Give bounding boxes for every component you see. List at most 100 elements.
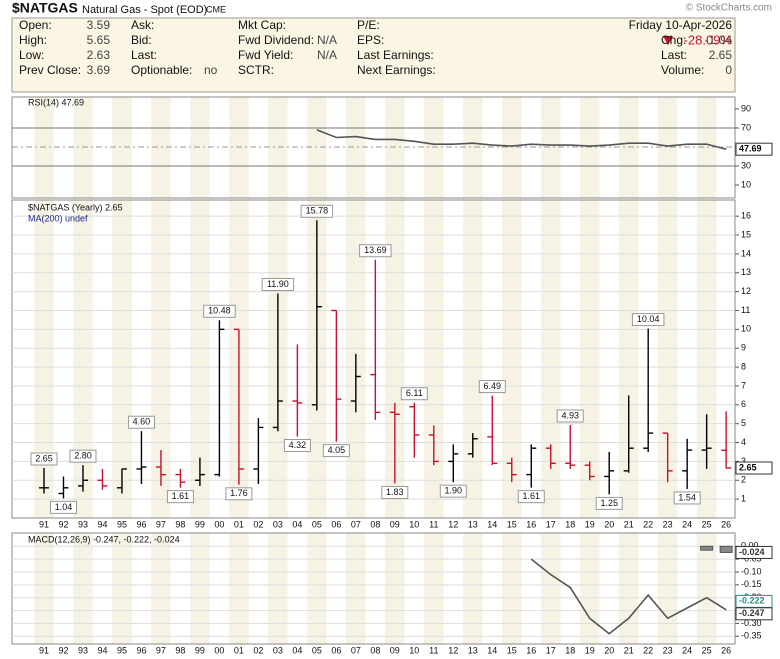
y-tick-label: 6	[741, 399, 746, 409]
histogram-bar	[700, 545, 714, 551]
value-label-box	[439, 484, 467, 498]
field-value: 0	[725, 63, 732, 77]
year-band	[579, 200, 600, 518]
value-label: 11.90	[267, 279, 289, 289]
x-tick-label: 08	[370, 519, 380, 529]
x-tick-label: 95	[117, 519, 127, 529]
field-label: Mkt Cap:	[238, 18, 286, 32]
value-label-box	[673, 491, 701, 505]
value-label-box	[49, 500, 77, 514]
year-band	[346, 97, 366, 198]
x-tick-label: 09	[390, 519, 400, 529]
y-tick-label: 3	[741, 456, 746, 466]
end-label: 2.65	[739, 462, 757, 472]
x-tick-label: 21	[624, 519, 634, 529]
field-label: Ask:	[131, 18, 154, 32]
panel-title: MACD(12,26,9) -0.247, -0.222, -0.024	[28, 534, 180, 544]
x-tick-label: 01	[234, 519, 244, 529]
x-tick-label: 06	[331, 645, 341, 655]
exchange: CME	[206, 4, 226, 14]
year-band	[424, 200, 444, 518]
value-label: 6.49	[484, 381, 502, 391]
header-panel	[11, 17, 736, 93]
year-band	[463, 200, 483, 518]
year-band	[696, 97, 717, 198]
field-label: SCTR:	[238, 63, 274, 77]
year-band	[618, 533, 639, 644]
x-tick-label: 10	[409, 519, 419, 529]
panel-title: RSI(14) 47.69	[28, 97, 84, 107]
x-tick-label: 15	[507, 645, 517, 655]
year-band	[34, 200, 54, 518]
y-tick-label: 8	[741, 361, 746, 371]
y-tick-label: -0.10	[741, 566, 762, 576]
field-label: Fwd Yield:	[238, 48, 293, 62]
x-tick-label: 02	[253, 519, 263, 529]
y-tick-label: 90	[741, 103, 751, 113]
value-label-box	[69, 449, 97, 463]
y-tick-label: -0.30	[741, 618, 762, 628]
y-tick-label: 10	[741, 179, 751, 189]
x-tick-label: 08	[370, 645, 380, 655]
year-band	[151, 533, 171, 644]
end-label: -0.247	[739, 608, 765, 618]
x-tick-label: 02	[253, 645, 263, 655]
year-band	[112, 533, 132, 644]
x-tick-label: 00	[214, 645, 224, 655]
x-tick-label: 93	[78, 519, 88, 529]
x-tick-label: 15	[507, 519, 517, 529]
value-label: 1.83	[386, 487, 404, 497]
x-tick-label: 17	[546, 645, 556, 655]
x-tick-label: 09	[390, 645, 400, 655]
value-label: 4.05	[328, 445, 346, 455]
y-tick-label: 9	[741, 343, 746, 353]
value-label: 4.32	[289, 440, 307, 450]
y-tick-label: -0.35	[741, 631, 762, 641]
x-tick-label: 25	[702, 645, 712, 655]
value-label: 1.61	[522, 491, 540, 501]
year-band	[268, 97, 288, 198]
x-tick-label: 07	[351, 519, 361, 529]
end-label: -0.024	[739, 547, 765, 557]
x-tick-label: 06	[331, 519, 341, 529]
value-label-box	[127, 415, 155, 429]
year-band	[540, 533, 561, 644]
value-label: 1.25	[600, 498, 618, 508]
year-band	[579, 533, 600, 644]
y-tick-label: 5	[741, 418, 746, 428]
x-tick-label: 00	[214, 519, 224, 529]
down-arrow	[663, 36, 673, 45]
value-label-box	[478, 380, 506, 394]
field-value: 3.59	[87, 18, 111, 32]
x-tick-label: 12	[448, 519, 458, 529]
year-band	[657, 200, 678, 518]
year-band	[463, 533, 483, 644]
date: Friday 10-Apr-2026	[629, 18, 733, 32]
year-band	[268, 533, 288, 644]
panel	[11, 532, 736, 645]
value-label-box	[30, 452, 58, 466]
x-tick-label: 97	[156, 519, 166, 529]
field-label: Open:	[19, 18, 52, 32]
field-label: Bid:	[131, 33, 152, 47]
value-label: 10.48	[208, 306, 231, 316]
year-band	[696, 533, 717, 644]
end-label-box	[735, 607, 773, 621]
value-label: 1.04	[55, 502, 73, 512]
value-label: 10.04	[637, 314, 660, 324]
x-tick-label: 17	[546, 519, 556, 529]
line	[530, 558, 727, 635]
value-label: 13.69	[364, 245, 387, 255]
y-tick-label: 70	[741, 122, 751, 132]
value-label: 1.61	[172, 491, 190, 501]
x-tick-label: 91	[39, 645, 49, 655]
field-value: N/A	[317, 48, 337, 62]
y-tick-label: 2	[741, 475, 746, 485]
x-tick-label: 26	[721, 645, 731, 655]
field-value: 5.65	[87, 33, 111, 47]
symbol: $NATGAS	[12, 0, 78, 16]
y-tick-label: 16	[741, 211, 751, 221]
value-label: 2.65	[35, 453, 53, 463]
x-tick-label: 94	[97, 645, 107, 655]
